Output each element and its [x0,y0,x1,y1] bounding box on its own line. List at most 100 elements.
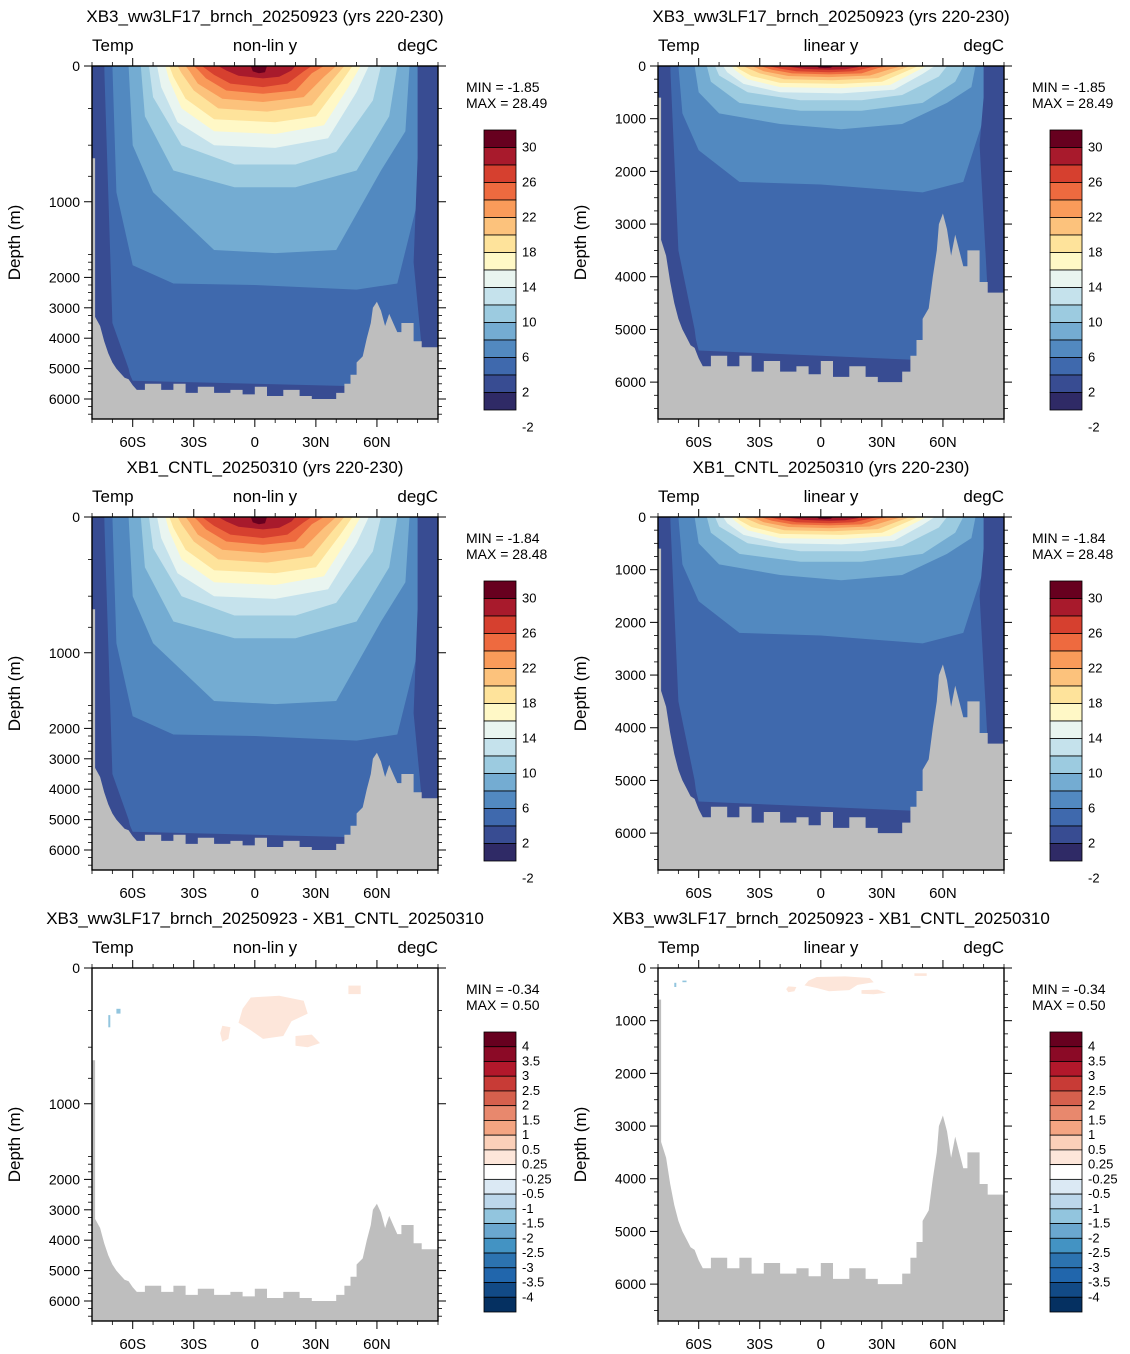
colorbar-swatch [483,615,517,634]
xtick-label: 60N [363,434,391,451]
ytick-label: 1000 [615,562,646,578]
xtick-label: 30S [180,885,207,902]
ytick-label: 5000 [615,772,646,788]
panel-title: XB3_ww3LF17_brnch_20250923 (yrs 220-230) [652,7,1009,26]
colorbar-swatch [483,269,517,288]
colorbar-swatch [1049,217,1083,236]
xtick-label: 60S [119,434,146,451]
colorbar: 30 26 22 18 14 10 6 2 -2 [483,129,536,435]
colorbar-label: -1 [1088,1201,1100,1216]
colorbar-swatch [483,1046,517,1062]
colorbar-swatch [483,685,517,704]
ytick-label: 6000 [49,842,80,858]
colorbar-swatch [483,1061,517,1077]
colorbar-swatch [1049,129,1083,148]
plot-frame [657,967,1005,1322]
xtick-label: 30N [302,1336,330,1353]
min-value: MIN = -0.34 [1032,981,1106,997]
colorbar-label: 30 [522,140,536,155]
colorbar-label: -0.25 [522,1171,552,1186]
variable-label: Temp [658,36,700,55]
difference-blob [116,1008,121,1014]
colorbar-label: -4 [1088,1289,1100,1304]
ytick-label: 0 [638,960,646,976]
xtick-label: 30S [746,434,773,451]
xtick-label: 30N [868,1336,896,1353]
colorbar-swatch [483,825,517,844]
colorbar-label: -2 [522,871,534,886]
colorbar: 30 26 22 18 14 10 6 2 -2 [1049,580,1102,886]
colorbar-swatch [483,703,517,722]
ytick-label: 4000 [615,269,646,285]
colorbar-label: -1 [522,1201,534,1216]
colorbar-swatch [1049,252,1083,271]
colorbar-label: 2.5 [522,1083,540,1098]
y-axis-label: Depth (m) [571,1107,590,1183]
colorbar-swatch [483,374,517,393]
colorbar-label: 30 [1088,591,1102,606]
xtick-label: 30N [868,434,896,451]
difference-blob [108,1015,111,1028]
colorbar-swatch [483,1252,517,1269]
max-value: MAX = 0.50 [1032,997,1106,1013]
ytick-label: 2000 [49,1171,80,1187]
colorbar-swatch [483,580,517,599]
colorbar-swatch [483,1149,517,1166]
ytick-label: 0 [72,509,80,525]
difference-blob [914,973,927,976]
colorbar-swatch [1049,147,1083,166]
colorbar-swatch [483,1134,517,1151]
ytick-label: 2000 [49,269,80,285]
colorbar-swatch [483,1105,517,1121]
max-value: MAX = 28.49 [466,95,548,111]
colorbar-swatch [483,843,517,862]
xtick-label: 30N [302,885,330,902]
colorbar-label: 22 [522,210,536,225]
ytick-label: 2000 [615,614,646,630]
colorbar-swatch [1049,1267,1083,1283]
temperature-band [413,66,438,348]
colorbar-swatch [1049,199,1083,218]
colorbar-label: -2 [522,1230,534,1245]
colorbar-swatch [483,1282,517,1298]
xtick-label: 60S [685,885,712,902]
colorbar-label: 10 [522,315,536,330]
colorbar-label: 26 [522,175,536,190]
colorbar-label: -3 [1088,1260,1100,1275]
temperature-band [979,517,1004,744]
difference-blob [674,982,677,987]
units-label: degC [397,487,438,506]
temperature-band [413,517,438,799]
xtick-label: 0 [817,1336,825,1353]
temperature-band [250,66,267,74]
difference-blob [220,1025,231,1042]
colorbar-label: -0.5 [522,1186,544,1201]
panel-title: XB1_CNTL_20250310 (yrs 220-230) [127,458,404,477]
colorbar-swatch [483,720,517,739]
colorbar-label: 14 [1088,280,1102,295]
difference-blob [861,989,886,995]
colorbar-label: 14 [522,731,536,746]
colorbar-swatch [1049,1120,1083,1136]
difference-blob [348,985,361,995]
colorbar-label: -3.5 [1088,1275,1110,1290]
colorbar-swatch [483,1075,517,1092]
colorbar-swatch [1049,339,1083,358]
y-axis-label: Depth (m) [5,205,24,281]
panel-2: XB3_ww3LF17_brnch_20250923 (yrs 220-230)… [571,7,1114,451]
min-value: MIN = -1.84 [466,530,540,546]
panel-6: XB3_ww3LF17_brnch_20250923 - XB1_CNTL_20… [571,909,1118,1353]
colorbar-label: 2 [522,1098,529,1113]
ytick-label: 6000 [49,1293,80,1309]
colorbar-label: 0.5 [1088,1142,1106,1157]
colorbar-label: 1.5 [1088,1112,1106,1127]
xtick-label: 60N [929,1336,957,1353]
colorbar-swatch [483,1031,517,1048]
colorbar-swatch [483,1237,517,1254]
ytick-label: 3000 [615,1118,646,1134]
xtick-label: 30S [180,434,207,451]
colorbar-swatch [1049,287,1083,306]
seafloor-land [92,609,438,870]
colorbar-swatch [1049,1105,1083,1121]
colorbar-swatch [1049,269,1083,288]
